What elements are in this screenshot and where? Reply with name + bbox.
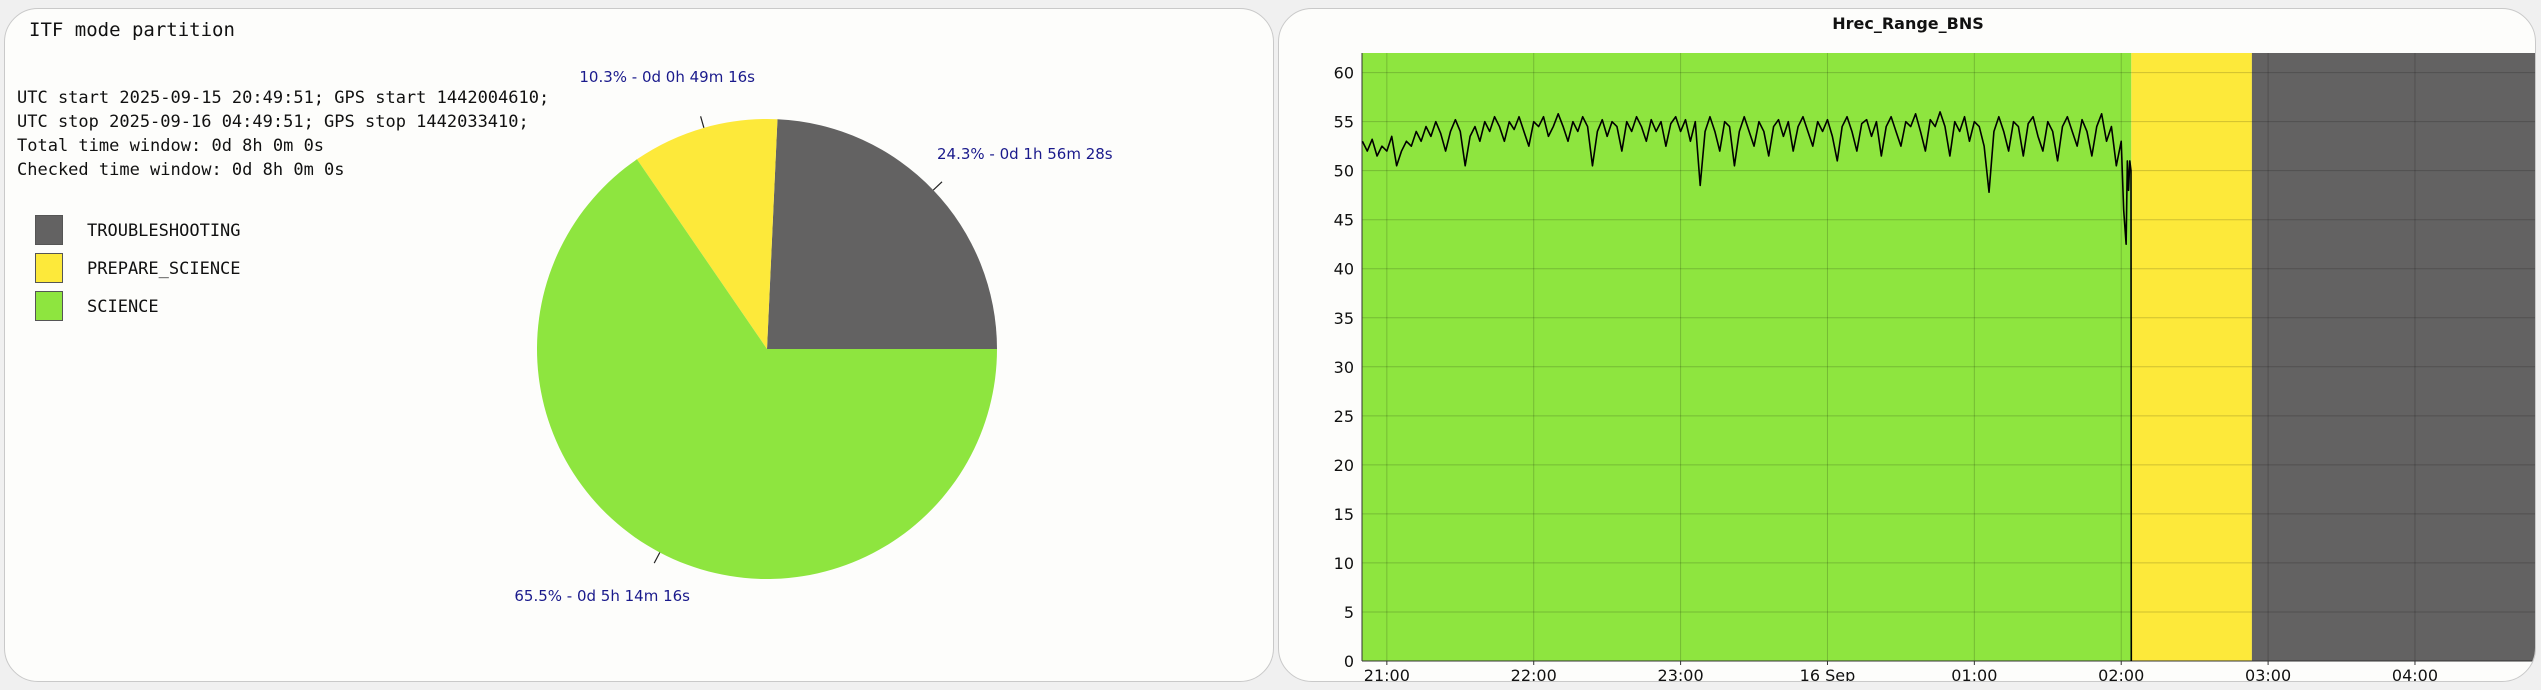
- legend-label-prepare-science: PREPARE_SCIENCE: [87, 259, 241, 279]
- total-time-window-line: Total time window: 0d 8h 0m 0s: [17, 136, 325, 156]
- band-troubleshooting: [2251, 53, 2535, 661]
- legend-swatch-science: [35, 291, 63, 321]
- y-tick-label: 15: [1334, 505, 1354, 524]
- series-line-hrec-range-bns: [1361, 111, 2133, 662]
- y-tick-label: 35: [1334, 309, 1354, 328]
- mode-partition-panel: ITF mode partition UTC start 2025-09-15 …: [4, 8, 1274, 682]
- line-chart: Hrec_Range_BNS 0 5 10 15 20 25 30 35 40 45 50 55 60 21…: [1334, 14, 2535, 682]
- y-tick-label: 5: [1344, 603, 1354, 622]
- pie-label-leader: [653, 552, 661, 564]
- range-chart-panel: Hrec_Range_BNS 0 5 10 15 20 25 30 35 40 45 50 55 60 21…: [1278, 8, 2536, 682]
- pie-slice-label: 24.3% - 0d 1h 56m 28s: [937, 145, 1113, 163]
- pie-slice-science: [536, 159, 997, 579]
- legend-swatch-troubleshooting: [35, 215, 63, 245]
- x-tick-label: 16 Sep: [1800, 666, 1856, 682]
- x-tick-label: 04:00: [2392, 666, 2438, 682]
- y-tick-label: 55: [1334, 113, 1354, 132]
- pie-slice-label: 10.3% - 0d 0h 49m 16s: [579, 68, 755, 86]
- y-tick-label: 0: [1344, 652, 1354, 671]
- y-tick-label: 40: [1334, 260, 1354, 279]
- utc-stop-line: UTC stop 2025-09-16 04:49:51; GPS stop 1…: [17, 112, 529, 132]
- y-tick-label: 60: [1334, 64, 1354, 83]
- x-tick-label: 22:00: [1511, 666, 1557, 682]
- x-tick-label: 03:00: [2245, 666, 2291, 682]
- pie-chart: 24.3% - 0d 1h 56m 28s 10.3% - 0d 0h 49m 1…: [514, 68, 1113, 605]
- x-tick-label: 21:00: [1364, 666, 1410, 682]
- legend-label-science: SCIENCE: [87, 297, 159, 317]
- line-chart-title: Hrec_Range_BNS: [1832, 14, 1984, 33]
- y-tick-label: 10: [1334, 554, 1354, 573]
- pie-label-leader: [700, 116, 705, 128]
- legend-label-troubleshooting: TROUBLESHOOTING: [87, 221, 241, 241]
- pie-slice-label: 65.5% - 0d 5h 14m 16s: [514, 587, 690, 605]
- y-tick-label: 50: [1334, 162, 1354, 181]
- band-science: [1362, 53, 2132, 661]
- utc-start-line: UTC start 2025-09-15 20:49:51; GPS start…: [17, 88, 550, 108]
- pie-chart-title: ITF mode partition: [29, 19, 235, 41]
- x-tick-label: 23:00: [1658, 666, 1704, 682]
- checked-time-window-line: Checked time window: 0d 8h 0m 0s: [17, 160, 345, 180]
- x-tick-label: 02:00: [2098, 666, 2144, 682]
- pie-slice-prepare-science: [636, 119, 778, 349]
- band-prepare-science: [2131, 53, 2252, 661]
- pie-slice-troubleshooting: [767, 119, 997, 350]
- y-tick-label: 20: [1334, 456, 1354, 475]
- pie-label-leader: [932, 181, 943, 191]
- y-tick-label: 25: [1334, 407, 1354, 426]
- y-tick-label: 45: [1334, 211, 1354, 230]
- legend-swatch-prepare-science: [35, 253, 63, 283]
- x-tick-label: 01:00: [1951, 666, 1997, 682]
- y-tick-label: 30: [1334, 358, 1354, 377]
